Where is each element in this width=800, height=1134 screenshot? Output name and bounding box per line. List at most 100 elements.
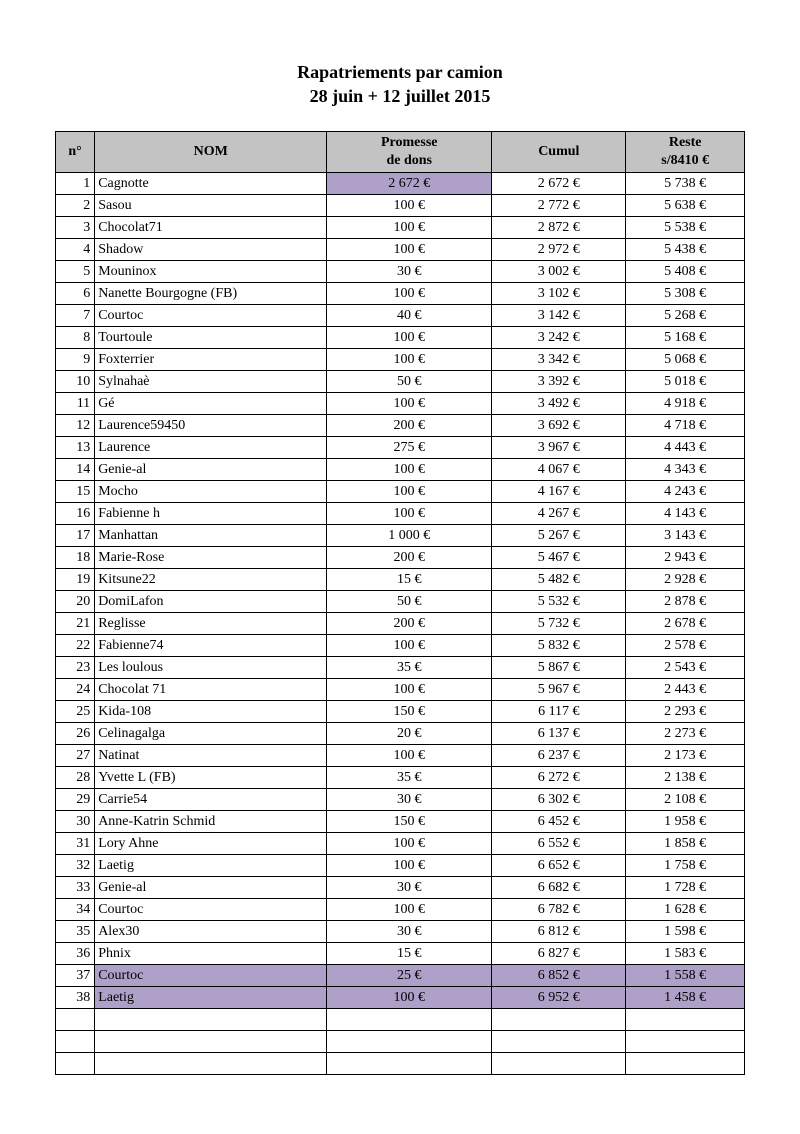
cell-reste: 1 758 € [626,854,745,876]
cell-empty [327,1052,492,1074]
cell-promesse: 100 € [327,898,492,920]
cell-cumul: 4 167 € [492,480,626,502]
table-row: 18Marie-Rose200 €5 467 €2 943 € [56,546,745,568]
cell-reste: 5 408 € [626,260,745,282]
cell-cumul: 5 867 € [492,656,626,678]
cell-cumul: 2 672 € [492,172,626,194]
title-line-2: 28 juin + 12 juillet 2015 [310,86,491,106]
cell-promesse: 200 € [327,612,492,634]
title-line-1: Rapatriements par camion [297,62,503,82]
cell-n: 36 [56,942,95,964]
cell-promesse: 100 € [327,348,492,370]
table-row-empty [56,1052,745,1074]
cell-nom: DomiLafon [95,590,327,612]
cell-reste: 2 678 € [626,612,745,634]
cell-promesse: 35 € [327,656,492,678]
cell-promesse: 100 € [327,480,492,502]
cell-cumul: 3 692 € [492,414,626,436]
cell-promesse: 150 € [327,700,492,722]
cell-reste: 2 273 € [626,722,745,744]
cell-cumul: 6 137 € [492,722,626,744]
table-header-row: n° NOM Promesse de dons Cumul Reste s/84… [56,131,745,172]
cell-reste: 1 858 € [626,832,745,854]
cell-reste: 2 928 € [626,568,745,590]
cell-promesse: 100 € [327,986,492,1008]
table-row: 8Tourtoule100 €3 242 €5 168 € [56,326,745,348]
cell-nom: Chocolat71 [95,216,327,238]
cell-cumul: 5 832 € [492,634,626,656]
cell-cumul: 4 067 € [492,458,626,480]
cell-n: 7 [56,304,95,326]
cell-cumul: 5 482 € [492,568,626,590]
cell-nom: Chocolat 71 [95,678,327,700]
cell-n: 19 [56,568,95,590]
cell-n: 18 [56,546,95,568]
cell-n: 5 [56,260,95,282]
cell-nom: Les loulous [95,656,327,678]
cell-cumul: 6 852 € [492,964,626,986]
cell-nom: Courtoc [95,304,327,326]
cell-reste: 1 628 € [626,898,745,920]
cell-cumul: 5 267 € [492,524,626,546]
cell-nom: Cagnotte [95,172,327,194]
cell-n: 24 [56,678,95,700]
cell-empty [56,1030,95,1052]
table-row: 21Reglisse200 €5 732 €2 678 € [56,612,745,634]
table-row: 26Celinagalga20 €6 137 €2 273 € [56,722,745,744]
table-row-empty [56,1030,745,1052]
cell-promesse: 100 € [327,854,492,876]
cell-promesse: 100 € [327,194,492,216]
cell-cumul: 3 492 € [492,392,626,414]
cell-nom: Natinat [95,744,327,766]
cell-promesse: 200 € [327,414,492,436]
cell-cumul: 6 117 € [492,700,626,722]
cell-cumul: 6 827 € [492,942,626,964]
cell-n: 31 [56,832,95,854]
cell-reste: 4 918 € [626,392,745,414]
table-row: 35Alex3030 €6 812 €1 598 € [56,920,745,942]
cell-cumul: 3 242 € [492,326,626,348]
cell-promesse: 100 € [327,744,492,766]
cell-cumul: 6 552 € [492,832,626,854]
cell-nom: Mouninox [95,260,327,282]
cell-empty [95,1052,327,1074]
cell-reste: 2 173 € [626,744,745,766]
col-header-nom-label: NOM [194,144,228,159]
table-row: 38Laetig100 €6 952 €1 458 € [56,986,745,1008]
table-row: 12Laurence59450200 €3 692 €4 718 € [56,414,745,436]
cell-cumul: 5 967 € [492,678,626,700]
cell-cumul: 3 342 € [492,348,626,370]
page-title: Rapatriements par camion 28 juin + 12 ju… [55,60,745,109]
table-row: 1Cagnotte2 672 €2 672 €5 738 € [56,172,745,194]
cell-reste: 2 943 € [626,546,745,568]
cell-nom: Mocho [95,480,327,502]
cell-promesse: 100 € [327,282,492,304]
cell-promesse: 30 € [327,788,492,810]
cell-nom: Laetig [95,854,327,876]
cell-n: 29 [56,788,95,810]
cell-cumul: 6 272 € [492,766,626,788]
cell-cumul: 4 267 € [492,502,626,524]
cell-reste: 5 068 € [626,348,745,370]
cell-nom: Genie-al [95,876,327,898]
cell-promesse: 40 € [327,304,492,326]
cell-reste: 5 308 € [626,282,745,304]
col-header-n: n° [56,131,95,172]
cell-n: 3 [56,216,95,238]
table-row-empty [56,1008,745,1030]
cell-cumul: 2 872 € [492,216,626,238]
table-row: 31Lory Ahne100 €6 552 €1 858 € [56,832,745,854]
col-header-promesse: Promesse de dons [327,131,492,172]
cell-empty [626,1008,745,1030]
table-row: 30Anne-Katrin Schmid150 €6 452 €1 958 € [56,810,745,832]
cell-n: 38 [56,986,95,1008]
table-row: 7Courtoc40 €3 142 €5 268 € [56,304,745,326]
cell-promesse: 100 € [327,678,492,700]
cell-n: 6 [56,282,95,304]
cell-reste: 2 138 € [626,766,745,788]
cell-n: 14 [56,458,95,480]
cell-n: 32 [56,854,95,876]
cell-empty [95,1030,327,1052]
cell-nom: Laetig [95,986,327,1008]
cell-nom: Shadow [95,238,327,260]
